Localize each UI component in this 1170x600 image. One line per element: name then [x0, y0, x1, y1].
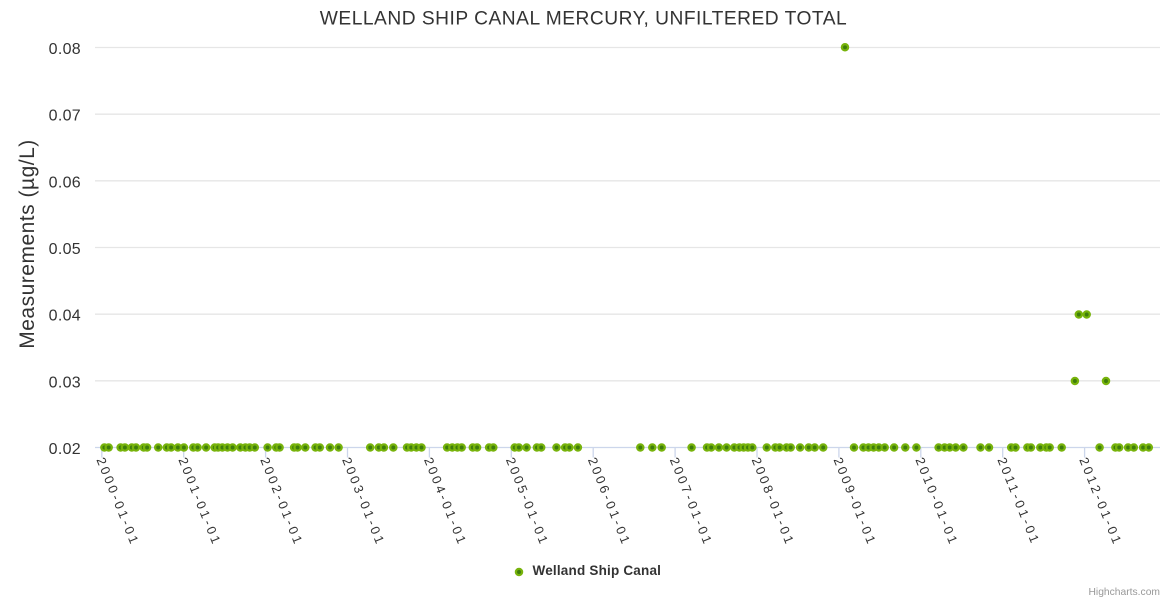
svg-text:0.08: 0.08	[49, 41, 81, 58]
svg-text:0.02: 0.02	[49, 441, 81, 458]
svg-text:WELLAND SHIP CANAL MERCURY, UN: WELLAND SHIP CANAL MERCURY, UNFILTERED T…	[320, 8, 847, 29]
svg-text:0.07: 0.07	[49, 108, 81, 125]
svg-text:Measurements (µg/L): Measurements (µg/L)	[16, 139, 39, 349]
svg-text:Highcharts.com: Highcharts.com	[1088, 587, 1160, 598]
svg-text:Welland Ship Canal: Welland Ship Canal	[533, 563, 662, 578]
svg-text:0.04: 0.04	[49, 308, 81, 325]
svg-text:0.05: 0.05	[49, 241, 81, 258]
svg-text:0.03: 0.03	[49, 374, 81, 391]
svg-text:0.06: 0.06	[49, 174, 81, 191]
